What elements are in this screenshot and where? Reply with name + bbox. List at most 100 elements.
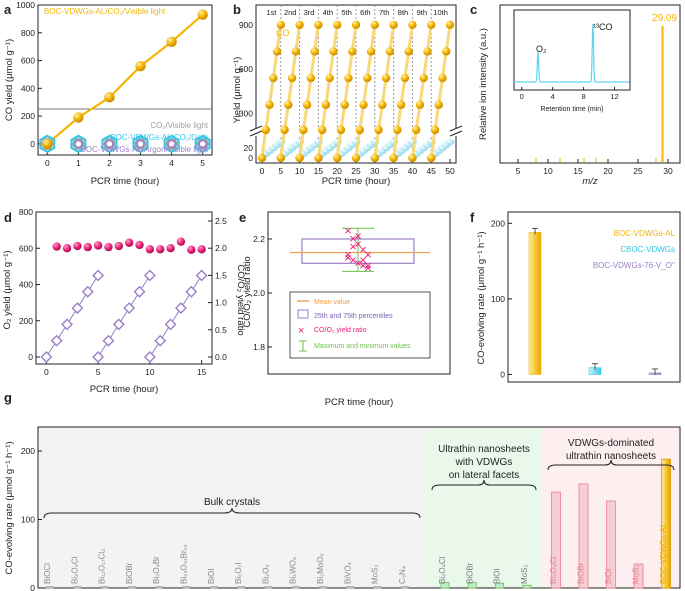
panel-c-inset-trace xyxy=(514,23,630,83)
panel-g-category-label: Bi₂MoO₆ xyxy=(316,553,325,584)
panel-b-co-point xyxy=(389,153,398,163)
panel-g-bar xyxy=(346,586,355,589)
panel-b-co-point xyxy=(411,125,421,135)
panel-a-legend-2: CO₂/Visible light xyxy=(150,121,208,130)
panel-b-co-line xyxy=(335,24,358,159)
panel-d-ytick-label: 800 xyxy=(19,207,33,217)
panel-g-bar xyxy=(578,483,589,589)
panel-g-bar xyxy=(319,586,327,589)
panel-c-inset-xtick-label: 12 xyxy=(610,92,618,101)
panel-g-bar xyxy=(100,586,109,589)
panel-b-co-point xyxy=(336,125,346,135)
panel-d-ratio-point xyxy=(145,245,155,254)
panel-b-break-mark-right-2 xyxy=(449,130,463,137)
panel-a-marker-argon xyxy=(136,139,145,149)
panel-b-co-line xyxy=(429,24,452,159)
panel-e: 1.82.02.2 ××××××××××××××× Mean value 25t… xyxy=(242,211,451,408)
panel-g-category-label: MoS₂ xyxy=(371,564,380,584)
panel-b-co-point xyxy=(404,47,413,56)
panel-d-o2-point xyxy=(102,334,115,347)
panel-d-ylabel: O₂ yield (μmol g⁻¹) xyxy=(2,250,13,329)
panel-g-category-label: C₃N₄ xyxy=(398,566,407,584)
panel-b-o2-point xyxy=(445,138,455,146)
panel-g-bar xyxy=(633,563,644,589)
panel-d-ytick-right-label: 0.0 xyxy=(215,352,227,362)
panel-g-brace-lateral xyxy=(431,479,537,491)
panel-a-series-line xyxy=(46,13,204,145)
panel-b-ytick-label: 0 xyxy=(248,153,253,163)
panel-d-o2-point xyxy=(92,351,105,363)
panel-g-category-label: MoS₂ xyxy=(632,564,641,584)
panel-c-xtick-label: 15 xyxy=(573,166,583,176)
panel-d-ratio-point xyxy=(73,241,82,251)
panel-b-co-point xyxy=(295,20,304,29)
panel-b-cycle-label: 9th xyxy=(417,8,427,17)
panel-e-point: × xyxy=(344,250,352,265)
panel-b-co-label: CO xyxy=(276,28,290,38)
panel-d-o2-point xyxy=(71,302,84,315)
panel-e-legend-cross-swatch: × xyxy=(298,325,304,337)
panel-d-ratio-point xyxy=(93,241,103,250)
panel-d-xlabel: PCR time (hour) xyxy=(90,384,159,395)
panel-g-lateral-region xyxy=(426,427,542,588)
panel-d-ytick-label: 0 xyxy=(28,352,33,362)
panel-c-ylabel: Relative ion intensity (a.u.) xyxy=(478,28,489,140)
panel-a-marker-co xyxy=(166,36,177,48)
panel-e-legend-box-swatch xyxy=(297,309,309,319)
panel-g-category-label: BiOBr xyxy=(465,562,474,584)
panel-b-xtick-label: 25 xyxy=(351,166,361,176)
panel-a-marker-co2 xyxy=(134,138,147,150)
panel-b-co-point xyxy=(302,100,312,109)
panel-b-co-line xyxy=(279,24,302,159)
panel-g-bar xyxy=(209,586,218,589)
panel-c-inset-peak-o2: O₂ xyxy=(536,44,547,54)
panel-c-xtick-label: 20 xyxy=(603,166,613,176)
panel-a-marker-co xyxy=(42,138,53,150)
panel-e-xlabel: PCR time (hour) xyxy=(325,397,394,408)
panel-b-co-point xyxy=(434,100,443,109)
panel-g-bar xyxy=(400,586,409,589)
panel-e-legend-range-swatch xyxy=(299,340,307,352)
panel-g-category-label: Bi₃O₄Cl xyxy=(549,556,558,584)
panel-a-ytick-label: 0 xyxy=(30,139,35,149)
panel-a-xtick-label: 4 xyxy=(169,158,174,168)
panel-g-bar xyxy=(155,586,164,589)
panel-a-marker-dark xyxy=(194,134,211,154)
panel-g-category-label: MoS₂ xyxy=(520,564,529,584)
panel-label-d: d xyxy=(4,210,12,225)
panel-f-ytick-label: 0 xyxy=(500,369,505,379)
panel-b-co-point xyxy=(438,73,447,83)
panel-a-legend-1: BOC-VDWGs-AL/CO₂/Visible light xyxy=(44,7,166,16)
panel-b-xtick-label: 40 xyxy=(408,166,418,176)
panel-c-xtick-label: 5 xyxy=(516,166,521,176)
panel-g-category-label: Bi₃O₄Cl xyxy=(70,556,79,584)
panel-b-ytick-label: 300 xyxy=(239,109,253,119)
panel-e-point: × xyxy=(349,253,357,268)
panel-b-cycle-label: 5th xyxy=(341,8,351,17)
panel-d-ratio-point xyxy=(52,242,61,251)
panel-b-co-line xyxy=(410,24,433,159)
panel-b-cycle-label: 3rd xyxy=(304,8,315,17)
panel-d-xtick-label: 0 xyxy=(44,367,49,377)
panel-a-ytick-label: 200 xyxy=(21,111,35,121)
panel-d: 0 5 10 15 0 200 400 600 800 0.0 0.5 1.0 1.5 2.0 2.5 PC… xyxy=(2,207,246,395)
panel-b-xtick-label: 45 xyxy=(426,166,436,176)
panel-a-marker-argon xyxy=(105,139,114,149)
panel-d-ratio-point xyxy=(135,240,144,250)
panel-g-category-label: Bi₅O₇I xyxy=(234,562,243,584)
panel-g-bar xyxy=(661,458,671,589)
panel-f-legend-2: CBOC-VDWGs xyxy=(620,245,675,254)
panel-b-co-line xyxy=(298,24,320,159)
panel-b-co-point xyxy=(408,20,417,29)
panel-d-ratio-point xyxy=(197,245,206,254)
panel-b-co-point xyxy=(287,73,297,83)
panel-a-marker-co xyxy=(73,112,84,123)
panel-e-point: × xyxy=(354,236,362,251)
panel-e-point: × xyxy=(349,239,357,254)
panel-g-bar xyxy=(127,586,136,589)
panel-g-frame xyxy=(37,426,681,589)
panel-d-o2-point xyxy=(143,351,156,363)
panel-b-co-line xyxy=(392,24,414,159)
panel-b-co-point xyxy=(295,153,304,163)
panel-f: 0 100 200 BOC-VDWGs-AL CBOC-VDWGs BOC-VDWG… xyxy=(476,211,681,383)
